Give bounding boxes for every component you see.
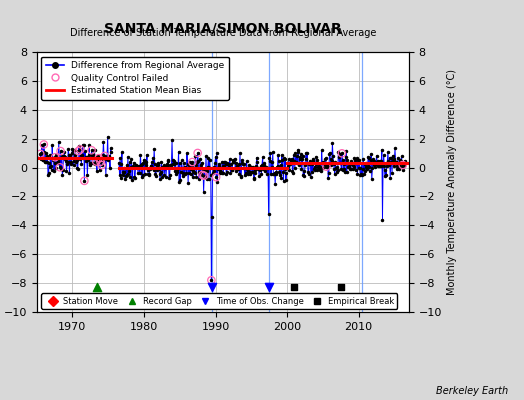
Point — [338, 150, 346, 156]
Point — [88, 147, 96, 154]
Legend: Station Move, Record Gap, Time of Obs. Change, Empirical Break: Station Move, Record Gap, Time of Obs. C… — [41, 294, 397, 309]
Point — [399, 162, 407, 168]
Point — [198, 172, 206, 178]
Point — [76, 146, 84, 153]
Point — [188, 159, 196, 165]
Point — [208, 284, 216, 291]
Point — [101, 153, 109, 159]
Point — [336, 284, 345, 291]
Point — [74, 148, 83, 154]
Point — [92, 158, 101, 165]
Point — [56, 164, 64, 170]
Point — [57, 148, 65, 154]
Point — [94, 155, 103, 161]
Point — [93, 284, 102, 291]
Point — [193, 150, 202, 156]
Text: Difference of Station Temperature Data from Regional Average: Difference of Station Temperature Data f… — [70, 28, 376, 38]
Point — [36, 151, 45, 157]
Point — [265, 284, 274, 291]
Text: Berkeley Earth: Berkeley Earth — [436, 386, 508, 396]
Point — [97, 162, 106, 168]
Point — [207, 277, 215, 284]
Point — [51, 154, 59, 160]
Point — [40, 141, 48, 148]
Point — [322, 164, 331, 170]
Point — [200, 172, 209, 179]
Point — [80, 178, 89, 184]
Point — [96, 159, 105, 165]
Y-axis label: Monthly Temperature Anomaly Difference (°C): Monthly Temperature Anomaly Difference (… — [447, 69, 457, 295]
Point — [290, 284, 299, 291]
Point — [212, 174, 220, 180]
Title: SANTA MARIA/SIMON BOLIVAR: SANTA MARIA/SIMON BOLIVAR — [104, 22, 342, 36]
